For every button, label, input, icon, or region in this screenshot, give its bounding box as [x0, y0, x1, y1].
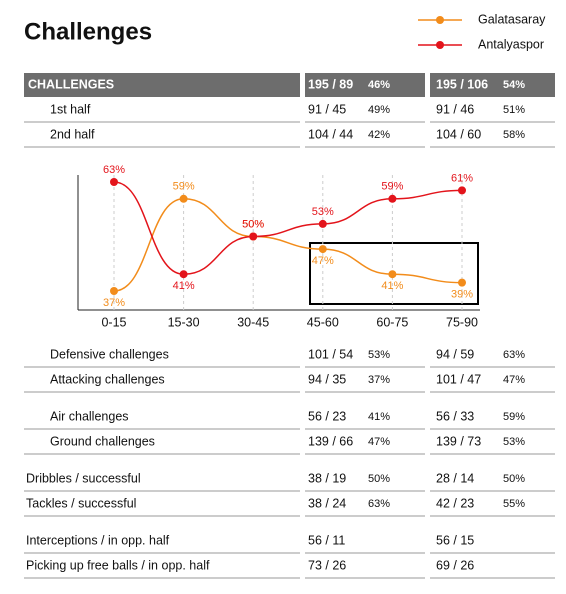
series-line: [113, 198, 463, 292]
row-label: Picking up free balls / in opp. half: [26, 558, 210, 572]
data-point: [458, 186, 466, 195]
row-value: 42 / 23: [436, 496, 474, 510]
data-point: [388, 194, 397, 203]
header-bg: [430, 73, 555, 97]
row-value: 69 / 26: [436, 558, 474, 572]
data-point: [110, 178, 118, 186]
row-label: Air challenges: [50, 409, 129, 423]
row-value: 91 / 46: [436, 102, 474, 116]
row-percent: 47%: [368, 436, 390, 448]
row-value: 139 / 73: [436, 434, 481, 448]
data-label: 47%: [312, 255, 334, 267]
row-value: 56 / 33: [436, 409, 474, 423]
row-percent: 63%: [368, 498, 390, 510]
row-label: Interceptions / in opp. half: [26, 533, 170, 547]
legend-dot: [436, 16, 444, 24]
header-bg: [305, 73, 425, 97]
row-value: 56 / 15: [436, 533, 474, 547]
row-percent: 42%: [368, 129, 390, 141]
data-point: [179, 194, 188, 203]
row-percent: 46%: [368, 79, 390, 91]
x-tick-label: 45-60: [307, 315, 339, 329]
row-percent: 53%: [368, 349, 390, 361]
row-percent: 47%: [503, 374, 525, 386]
row-value: 101 / 47: [436, 372, 481, 386]
row-value: 101 / 54: [308, 347, 353, 361]
row-percent: 50%: [503, 473, 525, 485]
row-percent: 59%: [503, 411, 525, 423]
series-line: [113, 181, 463, 275]
row-value: 139 / 66: [308, 434, 353, 448]
data-label: 50%: [242, 218, 264, 230]
data-point: [318, 219, 327, 228]
row-percent: 37%: [368, 374, 390, 386]
data-label: 37%: [103, 297, 125, 309]
data-label: 59%: [173, 181, 195, 193]
row-percent: 41%: [368, 411, 390, 423]
data-label: 41%: [381, 280, 403, 292]
row-label: 2nd half: [50, 127, 95, 141]
row-percent: 63%: [503, 349, 525, 361]
data-label: 39%: [451, 289, 473, 301]
data-label: 63%: [103, 164, 125, 176]
page-title: Challenges: [24, 18, 152, 45]
x-tick-label: 60-75: [376, 315, 408, 329]
row-value: 91 / 45: [308, 102, 346, 116]
row-value: 28 / 14: [436, 471, 474, 485]
row-value: 94 / 59: [436, 347, 474, 361]
row-percent: 50%: [368, 473, 390, 485]
row-value: 56 / 23: [308, 409, 346, 423]
row-label: 1st half: [50, 102, 91, 116]
legend-label: Antalyaspor: [478, 37, 544, 51]
legend-label: Galatasaray: [478, 12, 546, 26]
data-point: [318, 245, 327, 254]
row-label: Defensive challenges: [50, 347, 169, 361]
header-bg: [24, 73, 300, 97]
data-label: 61%: [451, 172, 473, 184]
data-label: 59%: [381, 181, 403, 193]
row-value: 94 / 35: [308, 372, 346, 386]
x-tick-label: 15-30: [168, 315, 200, 329]
row-percent: 58%: [503, 129, 525, 141]
data-point: [179, 270, 188, 279]
x-tick-label: 75-90: [446, 315, 478, 329]
row-label: Ground challenges: [50, 434, 155, 448]
row-percent: 49%: [368, 104, 390, 116]
data-point: [110, 287, 118, 295]
row-value: 104 / 44: [308, 127, 353, 141]
row-value: 195 / 106: [436, 77, 488, 91]
data-label: 53%: [312, 206, 334, 218]
row-value: 38 / 24: [308, 496, 346, 510]
row-percent: 54%: [503, 79, 525, 91]
data-point: [388, 270, 397, 279]
row-percent: 53%: [503, 436, 525, 448]
row-label: CHALLENGES: [28, 77, 114, 91]
row-value: 56 / 11: [308, 533, 345, 547]
row-percent: 51%: [503, 104, 525, 116]
data-label: 41%: [173, 280, 195, 292]
row-percent: 55%: [503, 498, 525, 510]
row-value: 195 / 89: [308, 77, 353, 91]
highlight-box: [309, 242, 479, 305]
row-value: 104 / 60: [436, 127, 481, 141]
row-value: 38 / 19: [308, 471, 346, 485]
data-point: [249, 232, 258, 241]
row-label: Tackles / successful: [26, 496, 136, 510]
row-value: 73 / 26: [308, 558, 346, 572]
row-label: Dribbles / successful: [26, 471, 141, 485]
data-point: [458, 278, 466, 287]
x-tick-label: 0-15: [101, 315, 126, 329]
data-label: 50%: [242, 218, 264, 230]
legend-dot: [436, 41, 444, 49]
x-tick-label: 30-45: [237, 315, 269, 329]
row-label: Attacking challenges: [50, 372, 165, 386]
